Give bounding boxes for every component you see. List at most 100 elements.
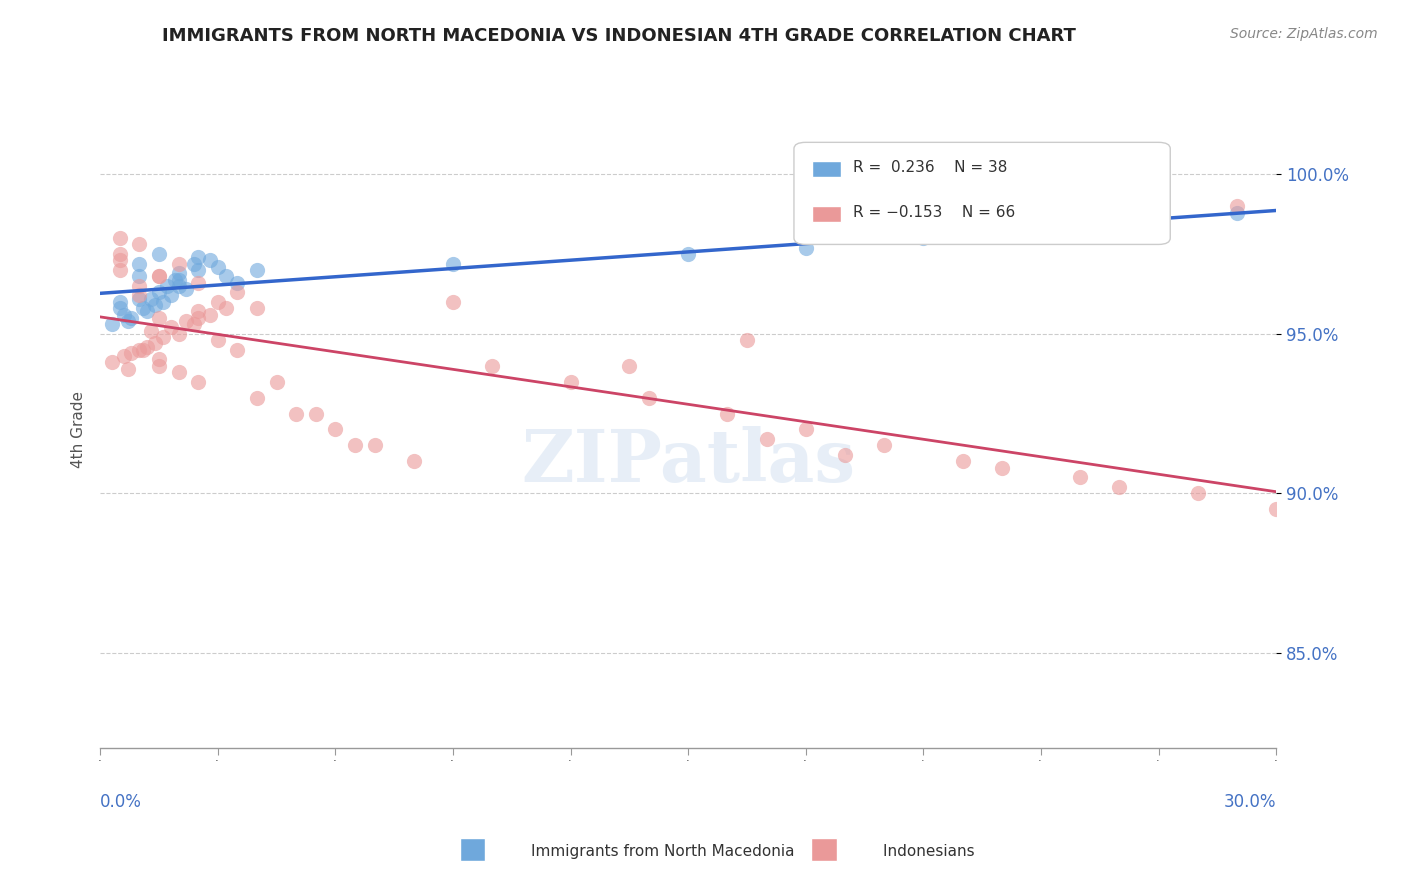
Text: 0.0%: 0.0%: [100, 793, 142, 811]
Point: [873, 438, 896, 452]
Point: [441, 294, 464, 309]
Point: [207, 260, 229, 274]
Point: [834, 448, 856, 462]
Point: [148, 310, 170, 325]
Point: [1187, 486, 1209, 500]
Point: [143, 298, 166, 312]
Point: [112, 349, 135, 363]
Point: [108, 294, 131, 309]
Point: [246, 301, 269, 316]
Point: [167, 272, 190, 286]
Point: [128, 279, 150, 293]
Point: [1226, 199, 1249, 213]
Point: [990, 460, 1012, 475]
Text: Indonesians: Indonesians: [844, 845, 974, 859]
Point: [1108, 480, 1130, 494]
Point: [136, 304, 159, 318]
Point: [128, 292, 150, 306]
Point: [187, 263, 209, 277]
Point: [143, 336, 166, 351]
Text: ZIPatlas: ZIPatlas: [522, 425, 855, 497]
FancyBboxPatch shape: [460, 838, 485, 861]
Point: [128, 256, 150, 270]
Point: [481, 359, 503, 373]
Point: [167, 266, 190, 280]
Point: [117, 362, 139, 376]
Point: [187, 250, 209, 264]
Point: [148, 352, 170, 367]
Point: [198, 308, 221, 322]
Point: [1049, 225, 1071, 239]
Point: [128, 237, 150, 252]
Point: [108, 253, 131, 268]
Point: [139, 324, 162, 338]
Point: [128, 343, 150, 357]
Point: [1226, 205, 1249, 219]
Point: [132, 343, 155, 357]
Point: [794, 241, 817, 255]
Text: Source: ZipAtlas.com: Source: ZipAtlas.com: [1230, 27, 1378, 41]
Point: [246, 263, 269, 277]
Point: [167, 365, 190, 379]
Point: [735, 333, 758, 347]
Text: 30.0%: 30.0%: [1223, 793, 1277, 811]
Text: R =  0.236    N = 38: R = 0.236 N = 38: [853, 161, 1007, 176]
Point: [638, 391, 661, 405]
Point: [167, 256, 190, 270]
Point: [117, 314, 139, 328]
Point: [226, 276, 249, 290]
Y-axis label: 4th Grade: 4th Grade: [72, 391, 86, 468]
Point: [148, 269, 170, 284]
Point: [101, 355, 124, 369]
Point: [207, 294, 229, 309]
Point: [176, 282, 198, 296]
Point: [619, 359, 641, 373]
Point: [343, 438, 366, 452]
FancyBboxPatch shape: [811, 206, 841, 222]
Point: [108, 231, 131, 245]
Point: [112, 308, 135, 322]
Point: [128, 269, 150, 284]
Point: [187, 276, 209, 290]
Text: Immigrants from North Macedonia: Immigrants from North Macedonia: [492, 845, 794, 859]
Point: [136, 339, 159, 353]
Point: [148, 359, 170, 373]
Text: IMMIGRANTS FROM NORTH MACEDONIA VS INDONESIAN 4TH GRADE CORRELATION CHART: IMMIGRANTS FROM NORTH MACEDONIA VS INDON…: [162, 27, 1076, 45]
Point: [152, 330, 174, 344]
Point: [183, 317, 205, 331]
Point: [139, 292, 162, 306]
Point: [1265, 502, 1288, 516]
Text: R = −0.153    N = 66: R = −0.153 N = 66: [853, 205, 1015, 220]
Point: [176, 314, 198, 328]
Point: [214, 301, 236, 316]
Point: [363, 438, 385, 452]
Point: [187, 310, 209, 325]
Point: [156, 279, 179, 293]
Point: [305, 407, 328, 421]
Point: [187, 304, 209, 318]
Point: [108, 301, 131, 316]
Point: [167, 326, 190, 341]
Point: [148, 285, 170, 300]
Point: [163, 272, 186, 286]
Point: [952, 454, 974, 468]
Point: [187, 375, 209, 389]
Point: [246, 391, 269, 405]
Point: [441, 256, 464, 270]
FancyBboxPatch shape: [811, 838, 837, 861]
Point: [226, 343, 249, 357]
Point: [108, 247, 131, 261]
Point: [214, 269, 236, 284]
Point: [1069, 470, 1091, 484]
Point: [159, 320, 181, 334]
Point: [101, 317, 124, 331]
Point: [560, 375, 582, 389]
Point: [226, 285, 249, 300]
Point: [198, 253, 221, 268]
Point: [912, 231, 935, 245]
Point: [676, 247, 699, 261]
Point: [152, 294, 174, 309]
Point: [183, 256, 205, 270]
FancyBboxPatch shape: [811, 161, 841, 178]
FancyBboxPatch shape: [794, 143, 1170, 244]
